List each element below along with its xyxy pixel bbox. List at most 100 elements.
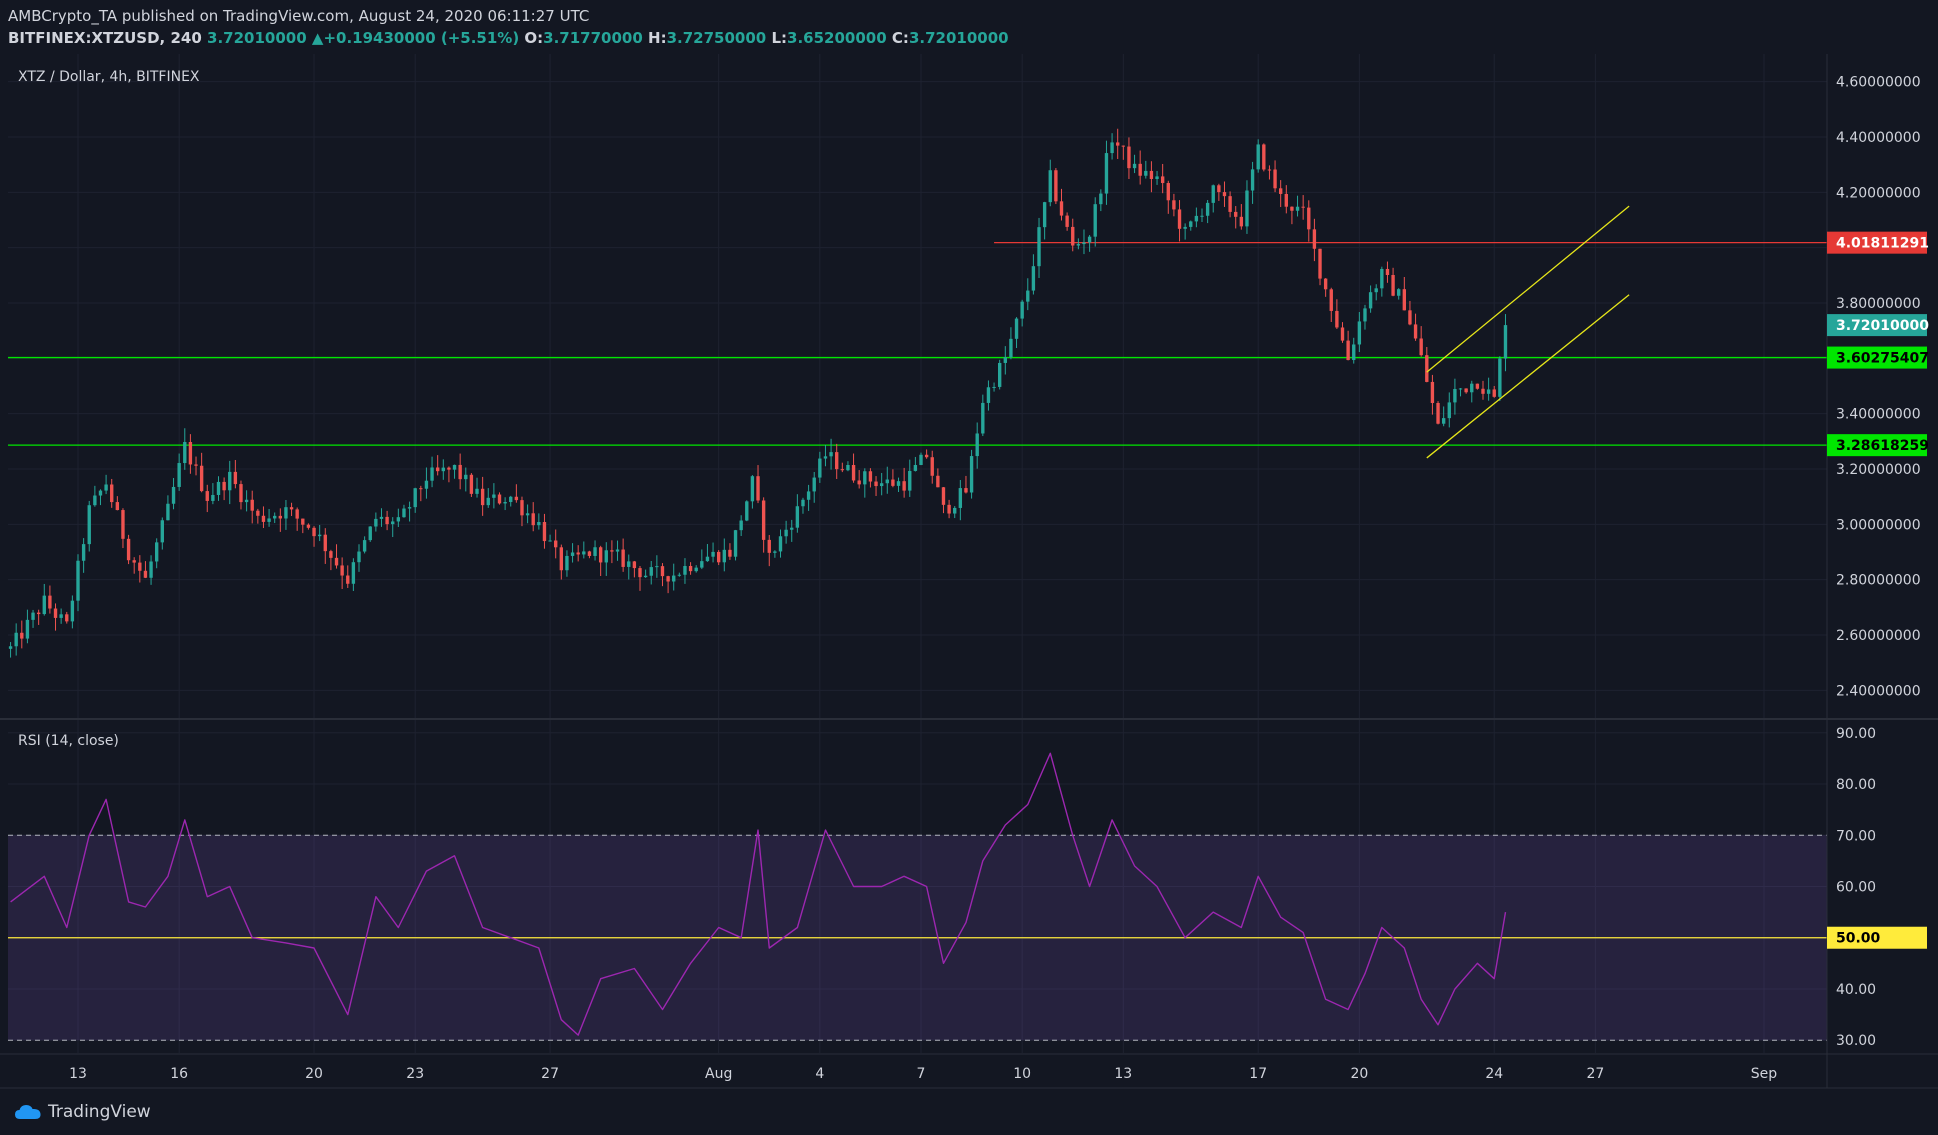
candle: [379, 508, 384, 527]
candle: [402, 504, 406, 518]
candle: [1071, 218, 1075, 252]
candle: [891, 469, 895, 488]
candle: [806, 484, 811, 511]
candle-body: [677, 574, 682, 576]
candle-body: [1470, 383, 1474, 393]
candle: [1290, 206, 1294, 225]
candle-body: [1037, 227, 1041, 267]
candle-body: [1284, 193, 1288, 207]
candle: [351, 558, 356, 592]
candle-body: [666, 576, 670, 582]
candle: [1346, 330, 1350, 361]
candle: [424, 467, 429, 499]
level-price-tag-bg: [1827, 346, 1927, 369]
candle-body: [621, 549, 625, 567]
candle: [396, 508, 401, 528]
candle: [756, 465, 760, 504]
brand-label: TradingView: [48, 1102, 151, 1122]
candle-body: [1318, 248, 1322, 279]
candle-body: [986, 387, 991, 403]
candle: [110, 478, 114, 508]
candle: [1087, 235, 1092, 252]
horizontal-levels: [8, 242, 1827, 446]
candle-body: [1155, 176, 1159, 179]
candle: [683, 558, 687, 584]
candle: [177, 453, 181, 491]
candle-body: [531, 513, 535, 526]
candle: [1228, 191, 1232, 218]
candle-body: [20, 632, 24, 639]
candle: [1054, 168, 1058, 205]
candle-body: [53, 608, 58, 618]
candle: [969, 449, 974, 499]
candle: [863, 468, 867, 498]
candle-body: [1346, 340, 1350, 361]
last-price-value: 3.72010000: [207, 29, 307, 47]
candle-body: [289, 507, 294, 510]
candle: [1172, 193, 1176, 217]
candle: [1048, 159, 1052, 207]
candle: [1397, 288, 1401, 300]
candle: [615, 540, 620, 561]
candle: [1475, 383, 1480, 390]
candle: [587, 550, 592, 559]
candle-body: [402, 508, 406, 518]
tradingview-logo[interactable]: TradingView: [14, 1100, 151, 1124]
candle: [1425, 346, 1429, 383]
candle-body: [362, 540, 367, 552]
rsi-tick-label: 70.00: [1836, 828, 1876, 844]
candle-body: [1200, 215, 1204, 217]
price-tick-label: 3.40000000: [1836, 407, 1921, 423]
candle-body: [1110, 142, 1114, 154]
candle-body: [801, 499, 805, 507]
candle-body: [1481, 388, 1485, 394]
candle: [480, 476, 485, 516]
candle: [874, 476, 878, 496]
candle: [1453, 378, 1457, 415]
candle: [160, 517, 164, 550]
close-label: C:: [891, 29, 909, 47]
candle: [767, 535, 771, 567]
candle: [846, 461, 850, 472]
time-tick-label: 20: [1350, 1066, 1368, 1082]
candle-body: [1009, 338, 1013, 358]
candle: [194, 456, 198, 476]
candle-body: [31, 612, 35, 620]
candle: [1464, 388, 1468, 394]
candle: [149, 555, 153, 585]
level-price-tag-bg: [1827, 231, 1927, 254]
candle: [121, 508, 125, 549]
candle-body: [110, 484, 114, 503]
candle-body: [1374, 288, 1378, 293]
time-tick-label: 13: [69, 1066, 87, 1082]
candle-body: [722, 549, 726, 563]
candle-body: [1054, 170, 1058, 202]
up-triangle-icon: ▲: [311, 29, 324, 47]
candle: [1211, 184, 1215, 213]
candle: [688, 562, 693, 575]
open-value: 3.71770000: [543, 29, 643, 47]
candle-body: [143, 570, 148, 578]
candle-body: [346, 575, 350, 584]
candle-body: [65, 614, 69, 622]
candle-body: [1194, 215, 1199, 222]
level-price-tag: 4.01811291: [1827, 231, 1929, 254]
candle-body: [610, 550, 614, 552]
time-tick-label: Sep: [1751, 1066, 1778, 1082]
candle: [289, 502, 294, 517]
candle: [784, 520, 788, 544]
candle-body: [464, 474, 468, 480]
candle-body: [1189, 221, 1193, 227]
candle-body: [969, 456, 974, 493]
candle-body: [1430, 381, 1435, 403]
candle-body: [374, 518, 378, 527]
candle: [1323, 278, 1328, 297]
candle-body: [739, 520, 743, 531]
candle-body: [908, 470, 912, 491]
candle-body: [851, 464, 856, 481]
candle: [357, 544, 361, 572]
candle-body: [1290, 206, 1294, 211]
candle: [1177, 200, 1182, 242]
candle-body: [846, 464, 850, 471]
